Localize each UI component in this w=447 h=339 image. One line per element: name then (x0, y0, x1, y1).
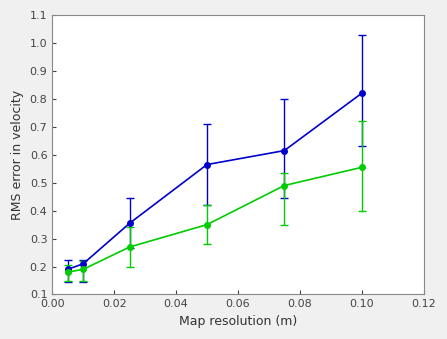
X-axis label: Map resolution (m): Map resolution (m) (179, 315, 297, 328)
Y-axis label: RMS error in velocity: RMS error in velocity (11, 90, 24, 220)
